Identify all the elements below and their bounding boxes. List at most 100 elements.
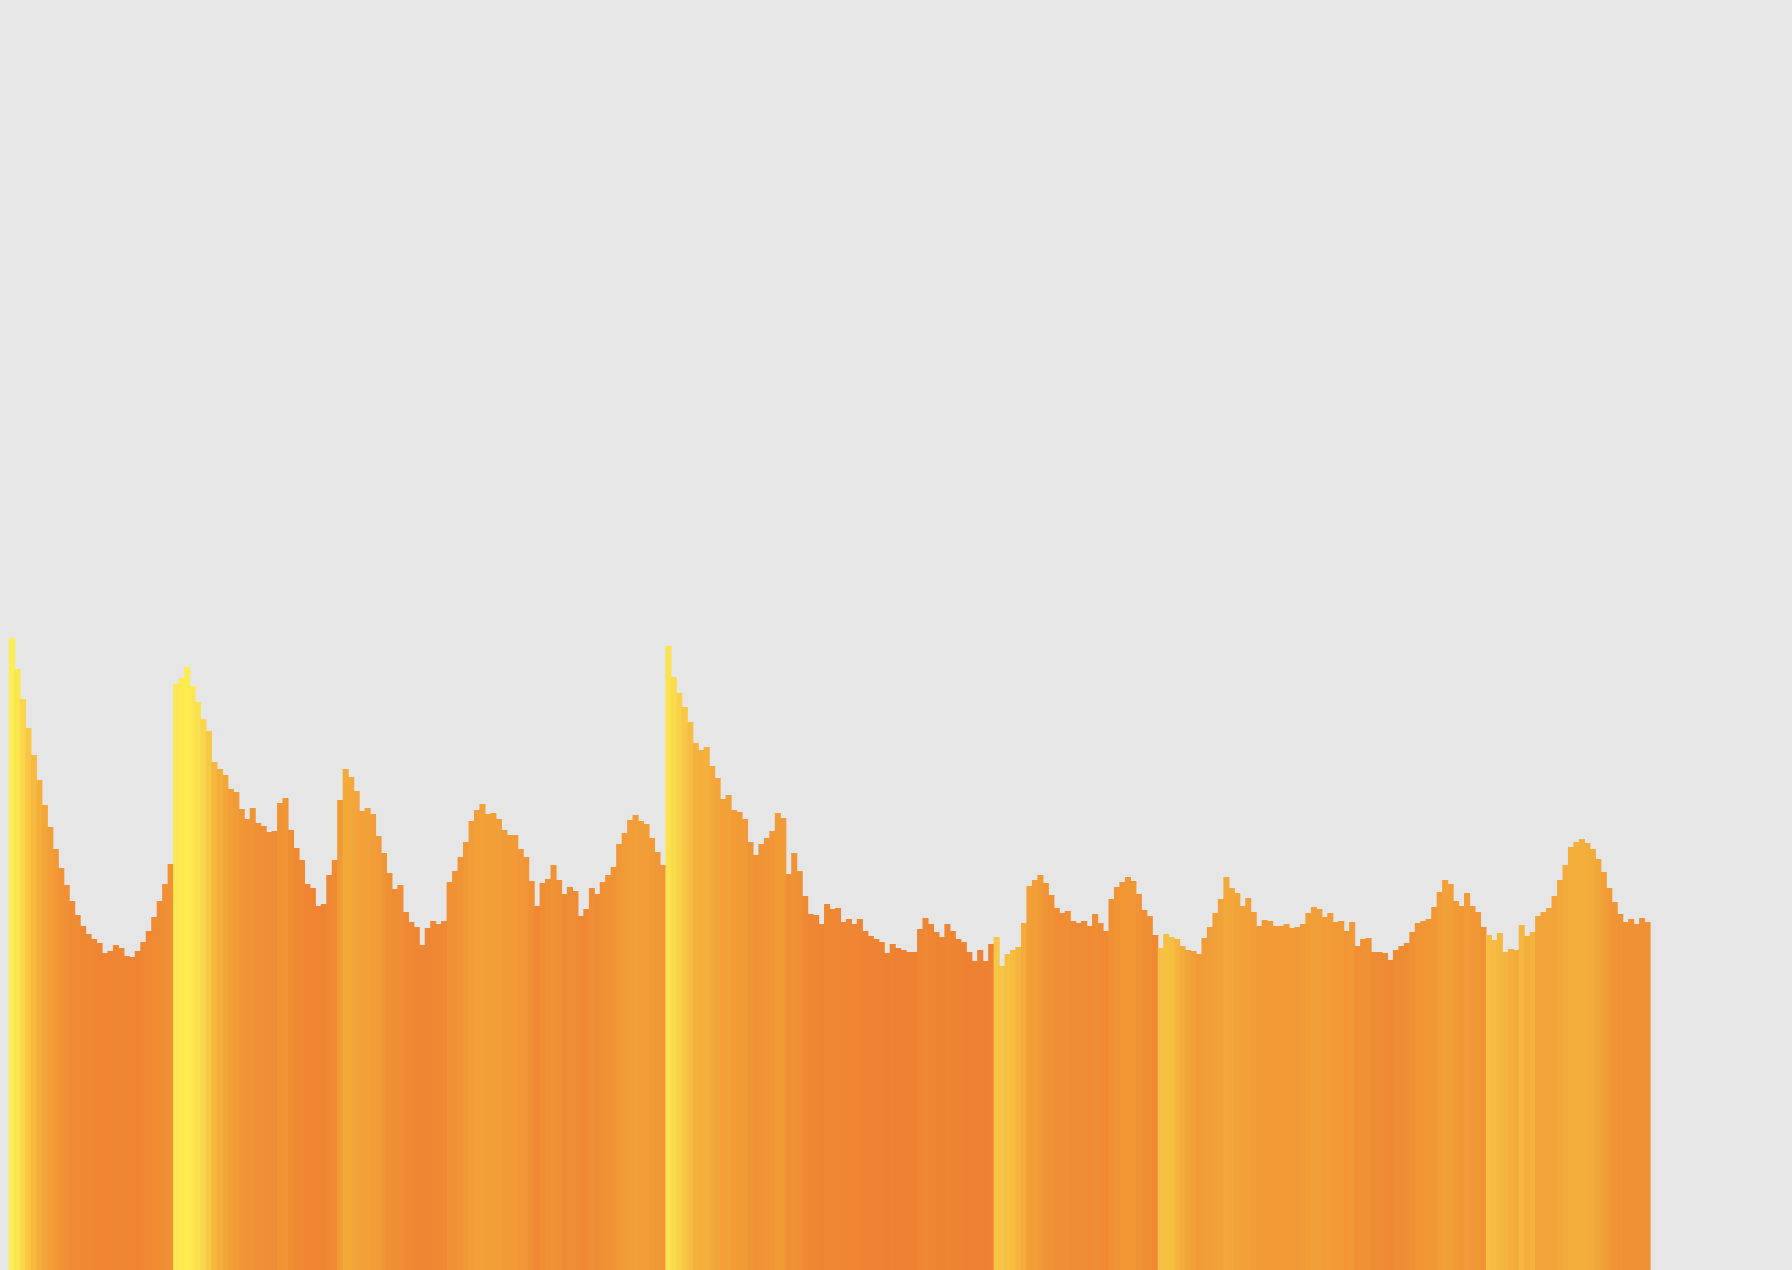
bar-109 [605, 875, 612, 1270]
bar-46 [260, 826, 267, 1270]
bar-62 [348, 777, 355, 1270]
bar-75 [419, 945, 426, 1270]
bar-208 [1146, 916, 1153, 1270]
bar-48 [271, 831, 278, 1270]
bar-231 [1272, 926, 1279, 1270]
bar-281 [1546, 908, 1553, 1270]
bar-189 [1042, 883, 1049, 1270]
bar-122 [676, 693, 683, 1270]
bar-92 [512, 835, 519, 1270]
bar-161 [889, 944, 896, 1270]
bar-33 [189, 686, 196, 1270]
bar-207 [1141, 910, 1148, 1270]
bar-246 [1354, 946, 1361, 1270]
bar-260 [1431, 907, 1438, 1270]
bar-163 [900, 950, 907, 1270]
bars-group [9, 638, 1651, 1270]
bar-162 [895, 948, 902, 1270]
bar-272 [1496, 933, 1503, 1270]
bar-68 [380, 853, 388, 1270]
bar-119 [659, 865, 666, 1270]
bar-27 [156, 901, 163, 1270]
bar-12 [74, 915, 81, 1270]
bar-82 [457, 857, 464, 1270]
bar-200 [1103, 931, 1110, 1270]
bar-78 [435, 924, 442, 1270]
bar-259 [1425, 919, 1432, 1270]
bar-296 [1628, 919, 1635, 1270]
bar-112 [621, 833, 628, 1270]
bar-184 [1015, 947, 1022, 1270]
bar-258 [1420, 921, 1427, 1270]
bar-216 [1190, 951, 1197, 1270]
bar-79 [441, 921, 448, 1270]
bar-61 [342, 769, 349, 1270]
bar-245 [1349, 922, 1356, 1270]
bar-213 [1174, 939, 1181, 1270]
bar-98 [545, 879, 552, 1270]
bar-34 [194, 702, 202, 1270]
bar-247 [1360, 939, 1367, 1270]
bar-154 [851, 924, 858, 1270]
bar-277 [1524, 936, 1531, 1270]
bar-18 [107, 951, 114, 1270]
bar-120 [665, 646, 672, 1270]
bar-285 [1567, 847, 1575, 1270]
bar-182 [1004, 954, 1011, 1270]
bar-239 [1316, 909, 1323, 1270]
bar-150 [829, 909, 836, 1270]
bar-294 [1617, 914, 1624, 1270]
bar-50 [282, 798, 289, 1270]
bar-293 [1611, 902, 1618, 1270]
bar-140 [774, 813, 781, 1270]
bar-215 [1185, 950, 1192, 1270]
bar-86 [479, 804, 486, 1270]
bar-227 [1250, 912, 1257, 1270]
bar-77 [430, 921, 437, 1270]
bar-84 [468, 821, 475, 1270]
bar-273 [1502, 952, 1509, 1270]
bar-235 [1294, 927, 1301, 1270]
bar-21 [123, 956, 130, 1270]
bar-183 [1010, 950, 1017, 1270]
bar-243 [1338, 921, 1345, 1270]
bar-196 [1081, 921, 1088, 1270]
bar-105 [583, 909, 590, 1270]
bar-102 [566, 887, 574, 1270]
bar-219 [1206, 927, 1213, 1270]
bar-221 [1217, 899, 1224, 1270]
bar-95 [528, 881, 535, 1270]
bar-118 [654, 852, 661, 1270]
bar-264 [1453, 901, 1460, 1270]
bar-8 [52, 849, 59, 1270]
bar-55 [309, 888, 316, 1270]
bar-177 [977, 950, 984, 1270]
bar-133 [736, 812, 743, 1270]
bar-262 [1442, 880, 1449, 1270]
bar-11 [69, 901, 76, 1270]
bar-81 [452, 871, 459, 1270]
bar-74 [413, 927, 420, 1270]
bar-280 [1540, 912, 1547, 1270]
bar-22 [129, 957, 136, 1270]
bar-205 [1130, 881, 1137, 1270]
bar-144 [796, 871, 803, 1270]
bar-237 [1305, 913, 1312, 1270]
bar-203 [1119, 882, 1126, 1270]
bar-116 [643, 824, 650, 1270]
bar-298 [1639, 918, 1646, 1270]
bar-171 [944, 924, 951, 1270]
bar-212 [1168, 937, 1175, 1270]
bar-266 [1464, 893, 1471, 1270]
bar-83 [463, 842, 470, 1270]
bar-113 [627, 820, 634, 1270]
bar-202 [1113, 887, 1121, 1270]
bar-267 [1469, 906, 1476, 1270]
bar-49 [277, 803, 284, 1270]
bar-3 [25, 728, 32, 1270]
bar-228 [1256, 926, 1263, 1270]
bar-125 [692, 743, 699, 1270]
bar-188 [1037, 875, 1044, 1270]
bar-185 [1020, 923, 1028, 1270]
bar-198 [1092, 914, 1099, 1270]
